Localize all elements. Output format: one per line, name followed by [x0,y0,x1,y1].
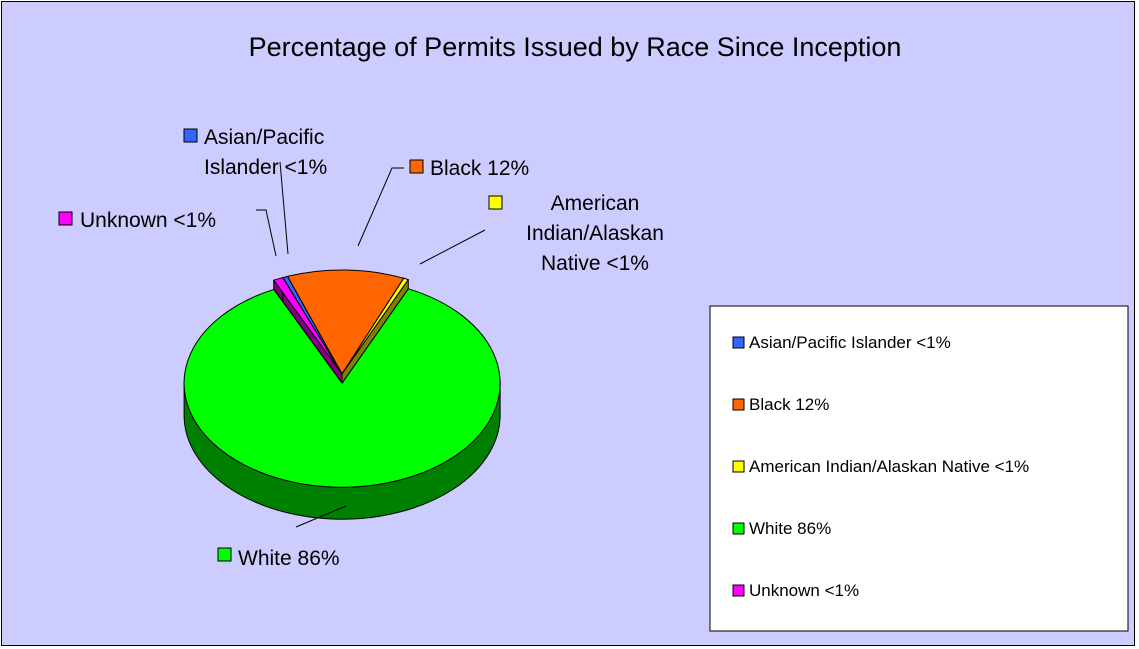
leader-line-white [295,505,347,528]
legend-swatch-american-indian-alaskan-native [732,460,745,473]
legend-label-asian-pacific-islander: Asian/Pacific Islander <1% [749,333,951,352]
legend [709,305,1129,632]
leader-lines [256,161,486,528]
leader-line-unknown [256,209,277,257]
chart-title: Percentage of Permits Issued by Race Sin… [249,32,902,62]
slice-white [183,288,501,520]
slice-label-asian-pacific-islander-line-1: Asian/Pacific [204,126,324,149]
slice-label-asian-pacific-islander-line-2: Islander <1% [204,156,327,179]
slice-top-american-indian-alaskan-native [341,277,409,375]
slice-label-unknown: Unknown <1% [80,209,216,232]
legend-swatch-white [732,522,745,535]
legend-label-american-indian-alaskan-native: American Indian/Alaskan Native <1% [749,457,1029,476]
slice-top-black [286,269,405,375]
slice-label-black: Black 12% [430,157,529,180]
label-swatch-unknown [58,211,73,226]
legend-swatch-black [732,398,745,411]
leader-line-american-indian-alaskan-native [419,229,486,265]
slice-label-american-indian-alaskan-native-line-2: Indian/Alaskan [526,222,664,245]
slice-labels: Asian/Pacific Islander <1% Black 12% Americ… [58,126,664,570]
slice-label-white: White 86% [238,547,340,570]
slice-top-unknown [273,277,343,375]
label-swatch-american-indian-alaskan-native [488,195,503,210]
label-swatch-white [217,547,232,562]
legend-label-white: White 86% [749,519,831,538]
legend-swatch-asian-pacific-islander [732,336,745,349]
slice-label-american-indian-alaskan-native-line-1: American [551,192,640,215]
legend-label-black: Black 12% [749,395,829,414]
leader-line-black [357,167,404,247]
slice-top-white [183,288,501,488]
leader-line-asian-pacific-islander [279,161,289,255]
legend-label-unknown: Unknown <1% [749,581,859,600]
pie-group [183,269,501,520]
slice-label-american-indian-alaskan-native-line-3: Native <1% [541,252,649,275]
legend-swatch-unknown [732,584,745,597]
label-swatch-asian-pacific-islander [183,128,198,143]
legend-entries: Asian/Pacific Islander <1% Black 12% Ameri… [732,333,1029,600]
label-swatch-black [409,159,424,174]
